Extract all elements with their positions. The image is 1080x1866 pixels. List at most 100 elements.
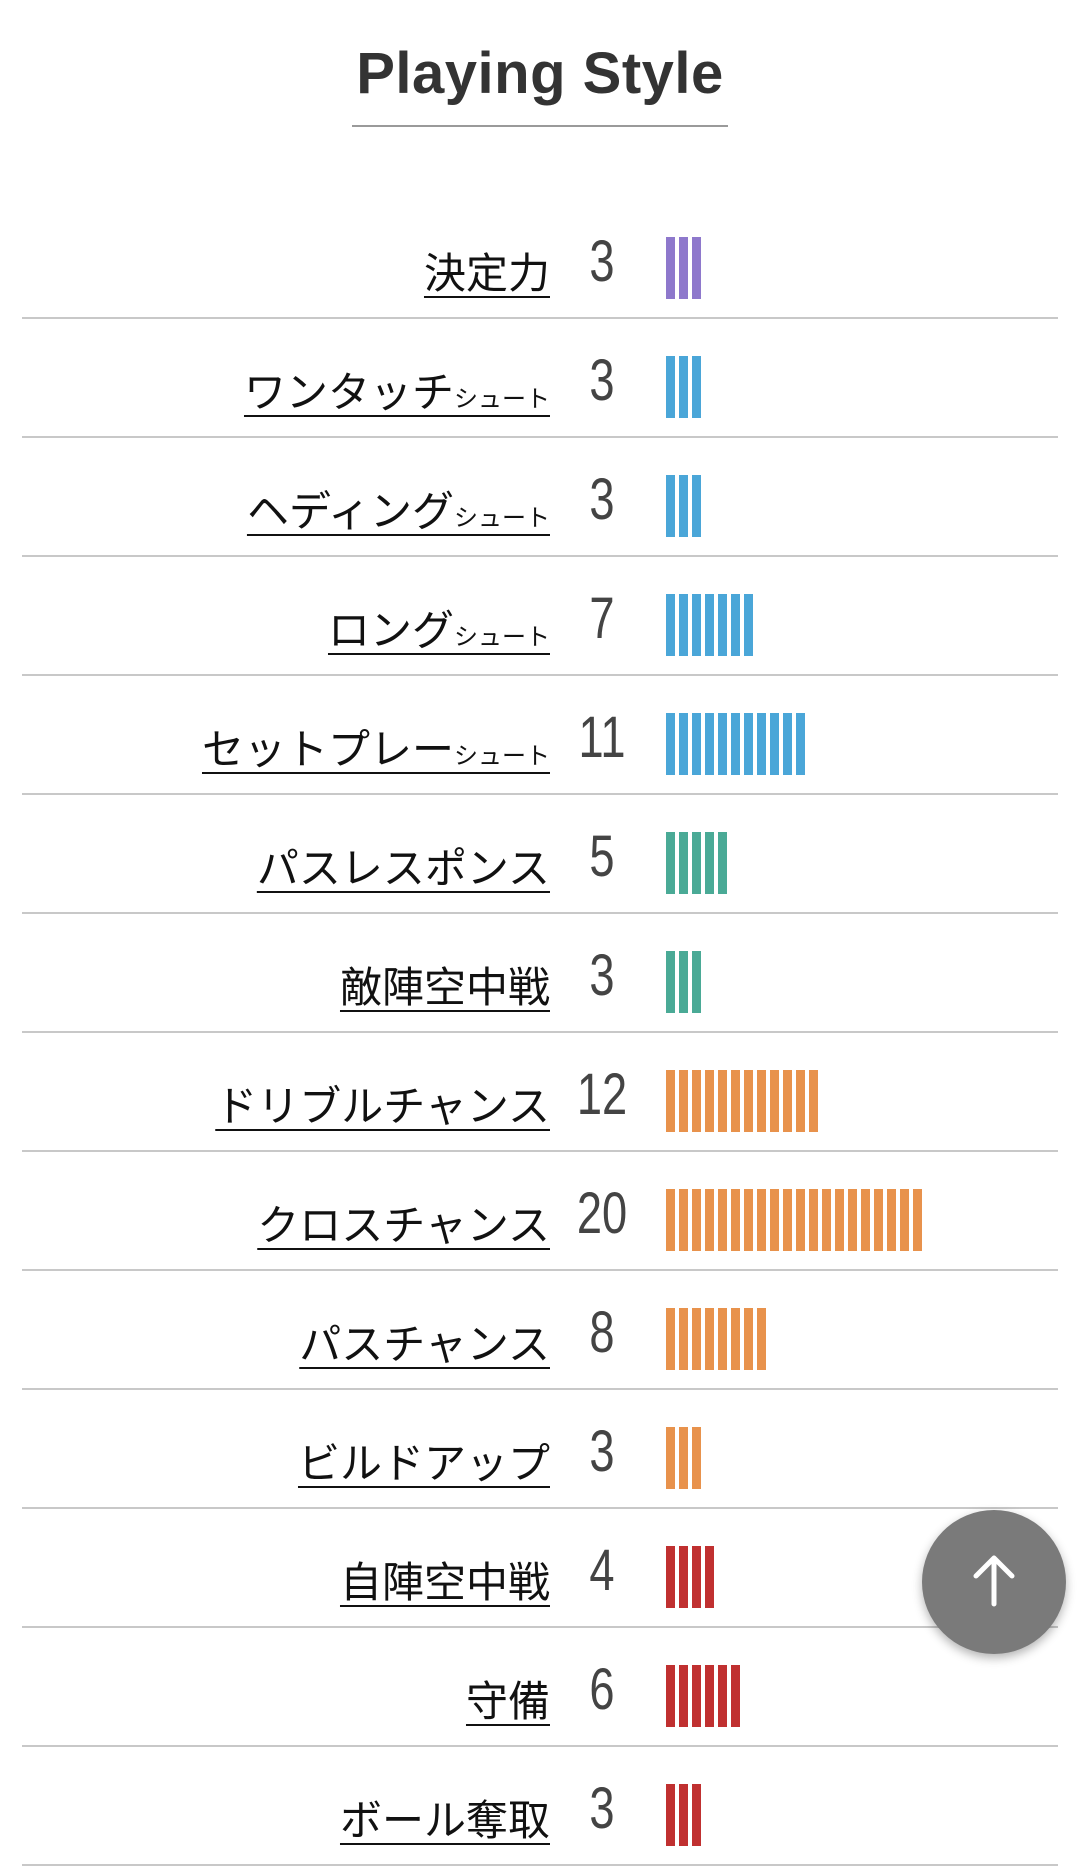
bar-segment xyxy=(666,1665,675,1727)
style-bar xyxy=(666,832,731,894)
style-label-suffix: シュート xyxy=(454,623,550,651)
style-bar xyxy=(666,1784,705,1846)
style-row: 自陣空中戦 4 xyxy=(22,1509,1058,1628)
style-label-text: パスレスポンス xyxy=(256,844,550,893)
style-bar xyxy=(666,1308,770,1370)
style-label-link[interactable]: パスレスポンス xyxy=(257,835,550,896)
bar-segment xyxy=(679,713,688,775)
bar-segment xyxy=(679,1665,688,1727)
bar-segment xyxy=(718,594,727,656)
bar-segment xyxy=(666,832,675,894)
bar-segment xyxy=(757,1189,766,1251)
style-bar xyxy=(666,475,705,537)
style-label-link[interactable]: 敵陣空中戦 xyxy=(340,954,550,1015)
bar-segment xyxy=(718,832,727,894)
bar-segment xyxy=(666,594,675,656)
bar-segment xyxy=(809,1189,818,1251)
style-value: 5 xyxy=(589,824,615,889)
bar-segment xyxy=(718,1070,727,1132)
style-value: 11 xyxy=(578,705,626,770)
style-label-link[interactable]: ロングシュート xyxy=(328,597,550,658)
style-label-text: 決定力 xyxy=(423,249,550,298)
bar-segment xyxy=(796,1189,805,1251)
style-label-link[interactable]: ヘディングシュート xyxy=(247,478,550,539)
style-value: 3 xyxy=(589,1776,615,1841)
style-label-suffix: シュート xyxy=(454,385,550,413)
bar-segment xyxy=(666,713,675,775)
bar-segment xyxy=(887,1189,896,1251)
bar-segment xyxy=(679,1784,688,1846)
bar-segment xyxy=(692,1070,701,1132)
arrow-up-icon xyxy=(968,1552,1020,1612)
style-label-link[interactable]: ビルドアップ xyxy=(298,1430,550,1491)
bar-segment xyxy=(744,594,753,656)
bar-segment xyxy=(692,475,701,537)
bar-segment xyxy=(861,1189,870,1251)
bar-segment xyxy=(796,1070,805,1132)
style-value: 3 xyxy=(589,943,615,1008)
style-row: パスレスポンス 5 xyxy=(22,795,1058,914)
bar-segment xyxy=(705,1546,714,1608)
style-row: ロングシュート 7 xyxy=(22,557,1058,676)
bar-segment xyxy=(666,237,675,299)
bar-segment xyxy=(705,1308,714,1370)
style-value: 20 xyxy=(576,1181,628,1246)
bar-segment xyxy=(718,1308,727,1370)
style-row: ドリブルチャンス 12 xyxy=(22,1033,1058,1152)
style-row: ビルドアップ 3 xyxy=(22,1390,1058,1509)
style-label-text: パスチャンス xyxy=(299,1320,550,1369)
style-label-link[interactable]: ドリブルチャンス xyxy=(215,1073,550,1134)
style-bar xyxy=(666,594,757,656)
bar-segment xyxy=(731,594,740,656)
bar-segment xyxy=(692,1784,701,1846)
style-value: 8 xyxy=(589,1300,615,1365)
bar-segment xyxy=(679,1427,688,1489)
scroll-to-top-button[interactable] xyxy=(922,1510,1066,1654)
style-label-link[interactable]: ワンタッチシュート xyxy=(244,359,550,420)
bar-segment xyxy=(783,1070,792,1132)
style-label-text: クロスチャンス xyxy=(257,1201,550,1250)
style-value: 3 xyxy=(589,467,615,532)
bar-segment xyxy=(679,237,688,299)
bar-segment xyxy=(666,475,675,537)
style-label-link[interactable]: パスチャンス xyxy=(299,1311,550,1372)
style-row: セットプレーシュート 11 xyxy=(22,676,1058,795)
style-row: パスチャンス 8 xyxy=(22,1271,1058,1390)
bar-segment xyxy=(692,1427,701,1489)
style-label-text: 自陣空中戦 xyxy=(339,1558,550,1607)
style-label-link[interactable]: ボール奪取 xyxy=(340,1787,550,1848)
bar-segment xyxy=(679,594,688,656)
style-label-text: 守備 xyxy=(465,1677,550,1726)
style-row: 決定力 3 xyxy=(22,200,1058,319)
style-label-link[interactable]: 自陣空中戦 xyxy=(340,1549,550,1610)
bar-segment xyxy=(692,951,701,1013)
style-bar xyxy=(666,951,705,1013)
style-label-link[interactable]: 守備 xyxy=(466,1668,550,1729)
bar-segment xyxy=(744,713,753,775)
style-value: 4 xyxy=(589,1538,615,1603)
style-label-link[interactable]: クロスチャンス xyxy=(257,1192,550,1253)
bar-segment xyxy=(744,1189,753,1251)
bar-segment xyxy=(783,713,792,775)
style-label-link[interactable]: 決定力 xyxy=(424,240,550,301)
style-label-link[interactable]: セットプレーシュート xyxy=(202,716,550,777)
bar-segment xyxy=(744,1070,753,1132)
style-row: ボール奪取 3 xyxy=(22,1747,1058,1866)
style-row: 敵陣空中戦 3 xyxy=(22,914,1058,1033)
style-label-suffix: シュート xyxy=(454,742,550,770)
style-label-text: ビルドアップ xyxy=(297,1439,550,1488)
bar-segment xyxy=(744,1308,753,1370)
style-bar xyxy=(666,1665,744,1727)
style-row: ワンタッチシュート 3 xyxy=(22,319,1058,438)
bar-segment xyxy=(692,356,701,418)
bar-segment xyxy=(770,1189,779,1251)
bar-segment xyxy=(731,1189,740,1251)
bar-segment xyxy=(692,832,701,894)
style-bar xyxy=(666,713,809,775)
style-label-text: セットプレー xyxy=(201,725,454,774)
bar-segment xyxy=(679,356,688,418)
bar-segment xyxy=(900,1189,909,1251)
bar-segment xyxy=(731,1308,740,1370)
bar-segment xyxy=(705,1189,714,1251)
bar-segment xyxy=(757,1070,766,1132)
